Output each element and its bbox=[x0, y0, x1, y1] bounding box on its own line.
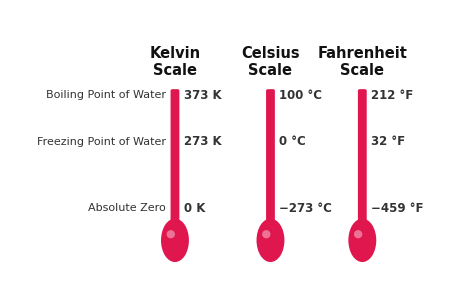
FancyBboxPatch shape bbox=[358, 89, 367, 225]
Text: 373 K: 373 K bbox=[184, 89, 221, 102]
FancyBboxPatch shape bbox=[171, 89, 179, 225]
Text: 32 °F: 32 °F bbox=[371, 135, 405, 148]
Text: Celsius
Scale: Celsius Scale bbox=[241, 46, 300, 78]
Text: Kelvin
Scale: Kelvin Scale bbox=[149, 46, 201, 78]
Ellipse shape bbox=[262, 230, 271, 238]
Ellipse shape bbox=[161, 219, 189, 262]
Text: 0 °C: 0 °C bbox=[279, 135, 306, 148]
Text: Boiling Point of Water: Boiling Point of Water bbox=[46, 90, 166, 100]
Ellipse shape bbox=[166, 230, 175, 238]
Text: 0 K: 0 K bbox=[184, 202, 205, 215]
Text: 212 °F: 212 °F bbox=[371, 89, 413, 102]
Text: Absolute Zero: Absolute Zero bbox=[88, 203, 166, 213]
Ellipse shape bbox=[354, 230, 362, 238]
Text: 100 °C: 100 °C bbox=[279, 89, 322, 102]
FancyBboxPatch shape bbox=[266, 89, 275, 225]
Text: −273 °C: −273 °C bbox=[279, 202, 332, 215]
Text: Freezing Point of Water: Freezing Point of Water bbox=[37, 137, 166, 147]
Text: −459 °F: −459 °F bbox=[371, 202, 424, 215]
Text: Fahrenheit
Scale: Fahrenheit Scale bbox=[318, 46, 407, 78]
Ellipse shape bbox=[256, 219, 284, 262]
Text: 273 K: 273 K bbox=[184, 135, 221, 148]
Ellipse shape bbox=[348, 219, 376, 262]
